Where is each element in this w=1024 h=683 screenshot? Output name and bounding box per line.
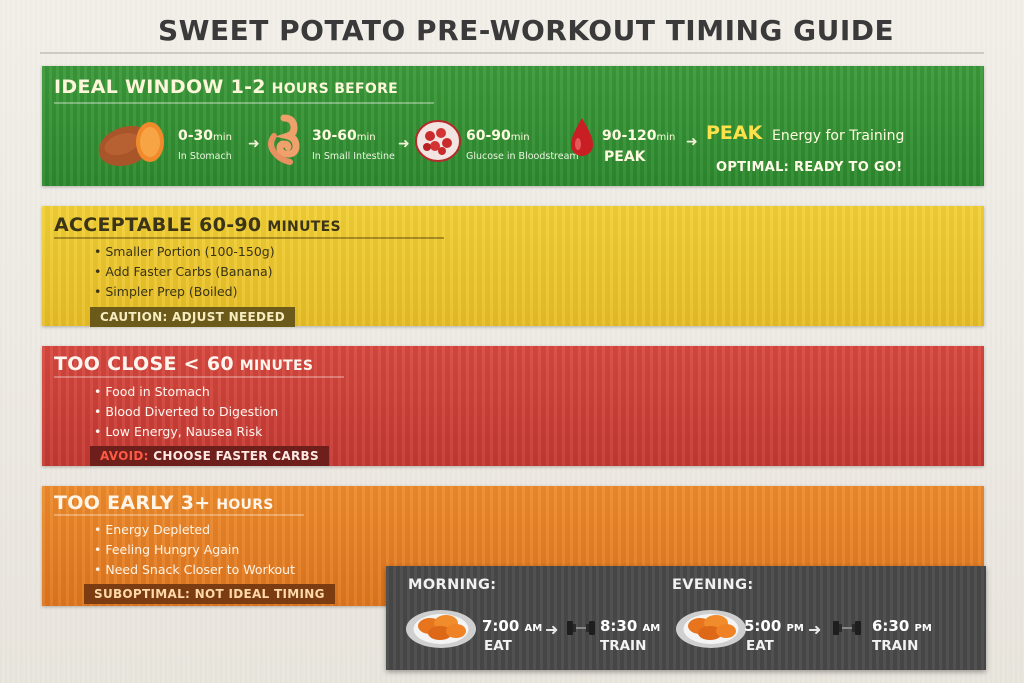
arrow-right-icon: ➜: [248, 136, 260, 152]
too-early-title-sub: HOURS: [216, 497, 274, 513]
dumbbell-icon: [833, 621, 861, 635]
arrow-right-icon: ➜: [686, 134, 698, 150]
list-item: Low Energy, Nausea Risk: [94, 422, 278, 442]
avoid-advice: CHOOSE FASTER CARBS: [153, 449, 319, 463]
too-close-title: TOO CLOSE < 60 MINUTES: [54, 353, 313, 375]
suboptimal-badge: SUBOPTIMAL: NOT IDEAL TIMING: [84, 584, 335, 604]
ideal-title-sub: HOURS BEFORE: [271, 81, 399, 97]
morning-train-time: 8:30 AM: [600, 617, 660, 635]
step-label: In Stomach: [178, 151, 232, 162]
list-item: Add Faster Carbs (Banana): [94, 262, 275, 282]
title-divider: [40, 52, 984, 54]
step-range: 90-120: [602, 128, 657, 144]
caution-badge: CAUTION: ADJUST NEEDED: [90, 307, 295, 327]
evening-eat-label: EAT: [746, 638, 774, 654]
ideal-title-underline: [54, 102, 434, 104]
morning-train-label: TRAIN: [600, 638, 647, 654]
optimal-status: OPTIMAL: READY TO GO!: [716, 160, 903, 175]
too-close-title-sub: MINUTES: [239, 358, 314, 374]
dumbbell-icon: [567, 621, 595, 635]
time-ampm: PM: [786, 623, 804, 634]
time-value: 6:30: [872, 617, 910, 635]
page-title: SWEET POTATO PRE-WORKOUT TIMING GUIDE: [158, 14, 895, 47]
time-value: 8:30: [600, 617, 638, 635]
ideal-window-title: IDEAL WINDOW 1-2 HOURS BEFORE: [54, 76, 398, 98]
step-unit: min: [510, 132, 530, 143]
sweet-potato-plate-icon: [676, 610, 746, 648]
step-range: 60-90: [466, 128, 511, 144]
acceptable-title-sub: MINUTES: [267, 219, 341, 235]
arrow-right-icon: ➜: [808, 620, 822, 639]
too-early-title-main: TOO EARLY 3+: [54, 492, 211, 514]
time-ampm: AM: [642, 623, 661, 634]
list-item: Feeling Hungry Again: [94, 540, 295, 560]
step-unit: min: [213, 132, 232, 143]
too-close-title-main: TOO CLOSE < 60: [54, 353, 234, 375]
arrow-right-icon: ➜: [545, 620, 559, 639]
ideal-title-main: IDEAL WINDOW 1-2: [54, 76, 266, 98]
step-0-30: 0-30min In Stomach: [178, 125, 232, 163]
evening-train-label: TRAIN: [872, 638, 919, 654]
intestine-icon: [268, 114, 300, 165]
avoid-badge: AVOID: CHOOSE FASTER CARBS: [90, 446, 329, 466]
ideal-window-band: [42, 66, 984, 186]
time-value: 5:00: [744, 617, 782, 635]
list-item: Simpler Prep (Boiled): [94, 282, 275, 302]
step-unit: min: [356, 132, 376, 143]
too-close-bullet-list: Food in Stomach Blood Diverted to Digest…: [94, 382, 278, 442]
evening-eat-time: 5:00 PM: [744, 617, 804, 635]
evening-train-time: 6:30 PM: [872, 617, 932, 635]
step-60-90: 60-90min Glucose in Bloodstream: [466, 125, 579, 163]
peak-label: PEAK: [604, 149, 646, 165]
acceptable-title: ACCEPTABLE 60-90 MINUTES: [54, 214, 341, 236]
morning-eat-label: EAT: [484, 638, 512, 654]
time-ampm: AM: [524, 623, 543, 634]
avoid-label: AVOID:: [100, 449, 149, 463]
acceptable-bullet-list: Smaller Portion (100-150g) Add Faster Ca…: [94, 242, 275, 302]
blood-drop-icon: [571, 118, 593, 156]
list-item: Need Snack Closer to Workout: [94, 560, 295, 580]
acceptable-title-main: ACCEPTABLE 60-90: [54, 214, 262, 236]
morning-eat-time: 7:00 AM: [482, 617, 542, 635]
arrow-right-icon: ➜: [398, 136, 410, 152]
morning-label: MORNING:: [408, 577, 497, 593]
list-item: Energy Depleted: [94, 520, 295, 540]
step-range: 0-30: [178, 128, 214, 144]
time-ampm: PM: [914, 623, 932, 634]
too-close-title-underline: [54, 376, 344, 378]
sweet-potato-slices-icon: [418, 615, 466, 640]
list-item: Smaller Portion (100-150g): [94, 242, 274, 262]
too-early-title: TOO EARLY 3+ HOURS: [54, 492, 274, 514]
step-30-60: 30-60min In Small Intestine: [312, 125, 395, 163]
sweet-potato-slices-icon: [688, 615, 736, 640]
evening-label: EVENING:: [672, 577, 754, 593]
sweet-potato-plate-icon: [406, 610, 476, 648]
acceptable-title-underline: [54, 237, 444, 239]
list-item: Blood Diverted to Digestion: [94, 402, 278, 422]
peak-description: Energy for Training: [772, 128, 905, 144]
step-label: In Small Intestine: [312, 151, 395, 162]
too-early-title-underline: [54, 514, 304, 516]
time-value: 7:00: [482, 617, 520, 635]
step-unit: min: [656, 132, 676, 143]
blood-cells-icon: [415, 120, 461, 162]
step-label: Glucose in Bloodstream: [466, 151, 579, 162]
list-item: Food in Stomach: [94, 382, 278, 402]
step-range: 30-60: [312, 128, 357, 144]
peak-highlight: PEAK: [706, 122, 763, 144]
sweet-potato-icon: [98, 122, 164, 167]
too-early-bullet-list: Energy Depleted Feeling Hungry Again Nee…: [94, 520, 295, 580]
step-90-120: 90-120min: [602, 125, 675, 144]
